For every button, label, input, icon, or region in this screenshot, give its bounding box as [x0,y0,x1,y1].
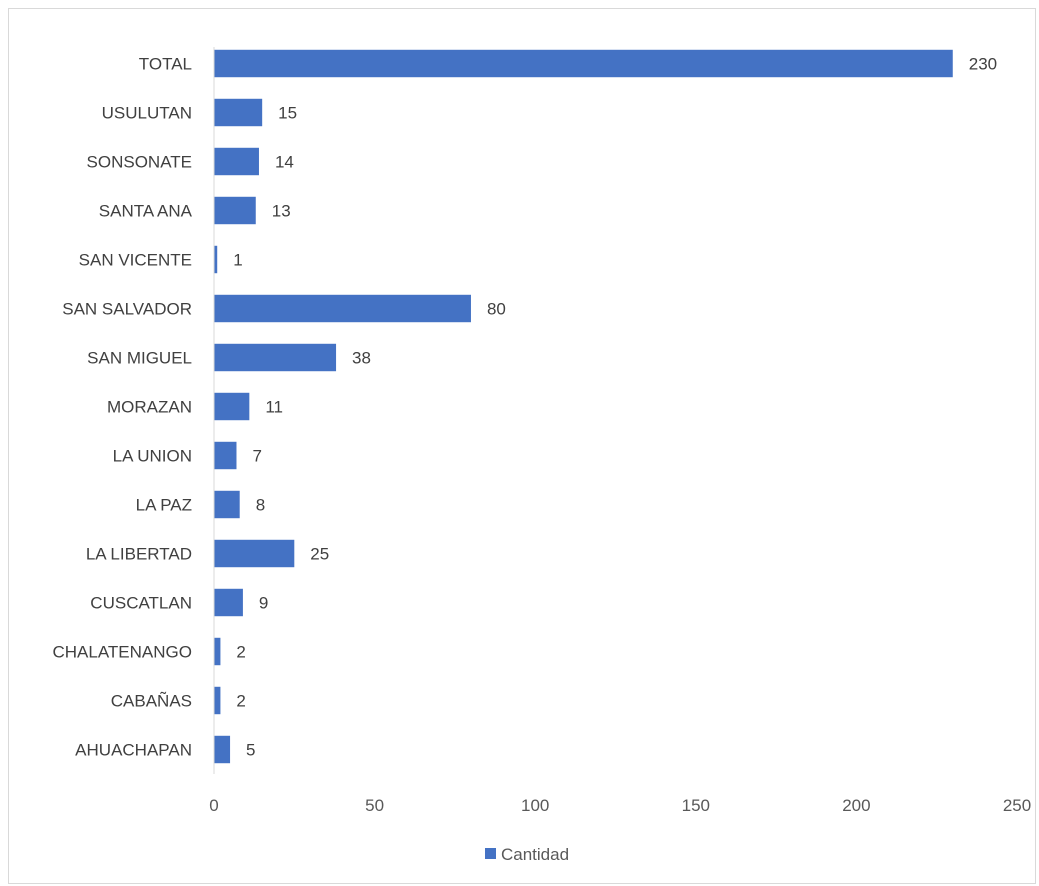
data-label: 1 [233,251,242,270]
x-tick-label: 100 [521,796,549,815]
x-tick-label: 200 [842,796,870,815]
data-label: 9 [259,594,268,613]
x-tick-label: 250 [1003,796,1031,815]
bar-san-miguel [214,343,337,372]
category-label: CABAÑAS [111,692,192,711]
category-label: LA PAZ [136,496,192,515]
category-label: TOTAL [139,55,192,74]
legend: Cantidad [485,845,569,864]
data-labels: 5 2 2 9 25 8 7 11 38 80 1 13 14 15 230 [233,55,997,760]
category-label: AHUACHAPAN [75,741,192,760]
category-label: MORAZAN [107,398,192,417]
category-label: CHALATENANGO [53,643,193,662]
category-label: LA UNION [113,447,192,466]
category-label: SAN MIGUEL [87,349,192,368]
data-label: 7 [252,447,261,466]
x-tick-label: 50 [365,796,384,815]
legend-label: Cantidad [501,845,569,864]
chart-frame: AHUACHAPAN CABAÑAS CHALATENANGO CUSCATLAN LA… [8,8,1036,884]
data-label: 14 [275,153,294,172]
x-axis-tick-labels: 0 50 100 150 200 250 [209,796,1031,815]
bar-chart: AHUACHAPAN CABAÑAS CHALATENANGO CUSCATLAN LA… [53,47,1031,864]
category-label: USULUTAN [102,104,192,123]
x-tick-label: 150 [682,796,710,815]
data-label: 38 [352,349,371,368]
category-label: SAN SALVADOR [62,300,192,319]
data-label: 80 [487,300,506,319]
data-label: 8 [256,496,265,515]
bar-ahuachapan [214,735,231,764]
data-label: 11 [265,398,283,417]
data-label: 15 [278,104,297,123]
x-tick-label: 0 [209,796,218,815]
bar-cuscatlan [214,588,243,617]
bar-cabañas [214,686,221,715]
data-label: 230 [969,55,997,74]
bar-la-libertad [214,539,295,568]
bar-la-union [214,441,237,470]
bar-chalatenango [214,637,221,666]
category-label: SAN VICENTE [79,251,192,270]
bar-san-salvador [214,294,471,323]
bars-layer [214,49,953,764]
data-label: 2 [236,643,245,662]
data-label: 2 [236,692,245,711]
category-label: SONSONATE [87,153,192,172]
category-label: CUSCATLAN [90,594,192,613]
category-labels: AHUACHAPAN CABAÑAS CHALATENANGO CUSCATLAN LA… [53,55,193,760]
category-label: SANTA ANA [99,202,193,221]
data-label: 13 [272,202,291,221]
bar-san-vicente [214,245,218,274]
category-label: LA LIBERTAD [86,545,192,564]
bar-santa-ana [214,196,256,225]
bar-usulutan [214,98,263,127]
legend-swatch [485,848,496,859]
bar-la-paz [214,490,240,519]
bar-sonsonate [214,147,259,176]
bar-morazan [214,392,250,421]
bar-total [214,49,953,78]
data-label: 5 [246,741,255,760]
data-label: 25 [310,545,329,564]
